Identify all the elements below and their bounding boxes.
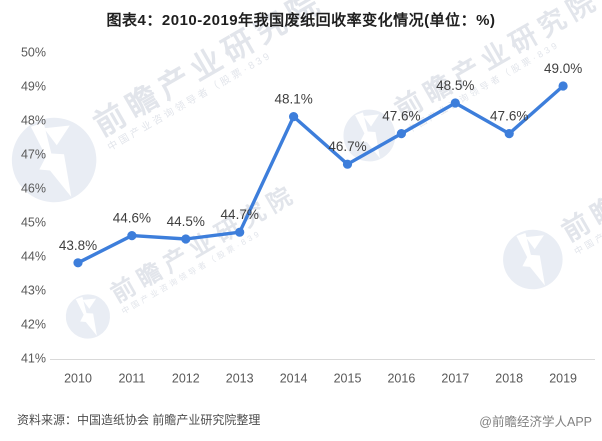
data-point [235,227,245,237]
data-label: 49.0% [544,61,582,76]
x-axis-tick-label: 2016 [387,372,415,386]
y-axis-tick-label: 49% [21,80,46,94]
y-axis-tick-label: 47% [21,148,46,162]
y-axis-tick-label: 42% [21,318,46,332]
data-point [181,234,191,244]
x-axis-tick-label: 2017 [441,372,469,386]
y-axis-tick-label: 41% [21,352,46,366]
data-point [73,258,83,268]
chart-title: 图表4：2010-2019年我国废纸回收率变化情况(单位：%) [106,12,496,29]
x-axis-tick-label: 2010 [64,372,92,386]
x-axis-tick-label: 2015 [334,372,362,386]
data-label: 44.5% [167,214,205,229]
data-point [396,129,406,139]
x-axis-tick-label: 2014 [280,372,308,386]
data-label: 48.1% [274,92,312,107]
data-label: 47.6% [490,109,528,124]
x-axis-tick-label: 2012 [172,372,200,386]
data-label: 43.8% [59,238,97,253]
y-axis-tick-label: 48% [21,114,46,128]
x-axis-tick-label: 2019 [549,372,577,386]
data-point [504,129,514,139]
data-point [558,81,568,91]
data-point [289,112,299,122]
data-label: 44.6% [113,211,151,226]
data-point [127,231,137,241]
x-axis-tick-label: 2011 [118,372,145,386]
data-label: 48.5% [436,78,474,93]
y-axis-tick-label: 50% [21,46,46,60]
credit-note: @前瞻经济学人APP [479,415,592,429]
data-point [342,159,353,169]
data-label: 46.7% [328,139,366,154]
y-axis-tick-label: 46% [21,182,46,196]
data-label: 47.6% [382,109,420,124]
data-label: 44.7% [221,207,259,222]
source-note: 资料来源：中国造纸协会 前瞻产业研究院整理 [17,413,261,427]
data-point [450,98,460,108]
y-axis-tick-label: 43% [21,284,46,298]
y-axis-tick-label: 45% [21,216,46,230]
line-chart-canvas: 41% 42% 43% 44% 45% 46% 47% 48% 49% 50% 2010 2011 20… [21,46,595,386]
line-series [76,84,565,265]
y-axis-tick-label: 44% [21,250,46,264]
x-axis-tick-label: 2013 [226,372,254,386]
x-axis-tick-label: 2018 [495,372,523,386]
